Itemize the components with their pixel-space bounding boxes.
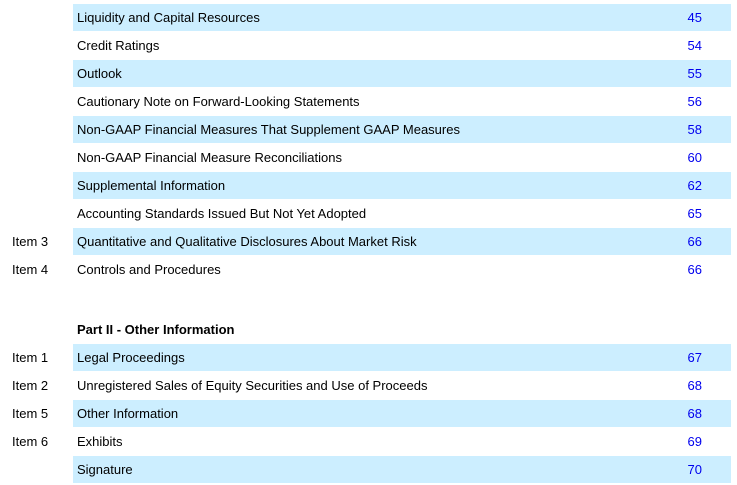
page-number-link[interactable]: 60 xyxy=(687,150,702,165)
item-number: Item 5 xyxy=(12,406,49,421)
toc-row: Item 4 Controls and Procedures 66 xyxy=(0,256,737,284)
toc-row: Non-GAAP Financial Measure Reconciliatio… xyxy=(0,144,737,172)
toc-row: Credit Ratings 54 xyxy=(0,32,737,60)
row-band xyxy=(73,428,731,455)
table-of-contents: Liquidity and Capital Resources 45 Credit … xyxy=(0,4,737,484)
toc-row: Signature 70 xyxy=(0,456,737,484)
part-2-title: Part II - Other Information xyxy=(77,322,235,337)
toc-entry-label[interactable]: Quantitative and Qualitative Disclosures… xyxy=(77,234,417,249)
part-2-heading-row: Part II - Other Information xyxy=(0,316,737,344)
page-number-link[interactable]: 55 xyxy=(687,66,702,81)
page-number-link[interactable]: 65 xyxy=(687,206,702,221)
toc-entry-label[interactable]: Controls and Procedures xyxy=(77,262,221,277)
toc-entry-label[interactable]: Credit Ratings xyxy=(77,38,160,53)
row-band xyxy=(73,4,731,31)
toc-row: Item 3 Quantitative and Qualitative Discl… xyxy=(0,228,737,256)
toc-row: Item 6 Exhibits 69 xyxy=(0,428,737,456)
page-number-link[interactable]: 58 xyxy=(687,122,702,137)
toc-row: Outlook 55 xyxy=(0,60,737,88)
page-number-link[interactable]: 45 xyxy=(687,10,702,25)
toc-row: Cautionary Note on Forward-Looking State… xyxy=(0,88,737,116)
toc-group-part-1: Liquidity and Capital Resources 45 Credit … xyxy=(0,4,737,284)
toc-entry-label[interactable]: Non-GAAP Financial Measure Reconciliatio… xyxy=(77,150,342,165)
item-number: Item 3 xyxy=(12,234,49,249)
page-number-link[interactable]: 69 xyxy=(687,434,702,449)
toc-entry-label[interactable]: Unregistered Sales of Equity Securities … xyxy=(77,378,428,393)
toc-row: Non-GAAP Financial Measures That Supplem… xyxy=(0,116,737,144)
toc-entry-label[interactable]: Signature xyxy=(77,462,133,477)
toc-row: Supplemental Information 62 xyxy=(0,172,737,200)
page-number-link[interactable]: 54 xyxy=(687,38,702,53)
item-number: Item 1 xyxy=(12,350,49,365)
toc-group-part-2: Item 1 Legal Proceedings 67 Item 2 Unregiste… xyxy=(0,344,737,484)
row-band xyxy=(73,60,731,87)
toc-entry-label[interactable]: Liquidity and Capital Resources xyxy=(77,10,260,25)
row-band xyxy=(73,228,731,255)
page-number-link[interactable]: 70 xyxy=(687,462,702,477)
toc-entry-label[interactable]: Other Information xyxy=(77,406,179,421)
row-band xyxy=(73,400,731,427)
toc-row: Accounting Standards Issued But Not Yet … xyxy=(0,200,737,228)
toc-entry-label[interactable]: Legal Proceedings xyxy=(77,350,185,365)
page-number-link[interactable]: 66 xyxy=(687,234,702,249)
toc-entry-label[interactable]: Cautionary Note on Forward-Looking State… xyxy=(77,94,360,109)
toc-entry-label[interactable]: Accounting Standards Issued But Not Yet … xyxy=(77,206,367,221)
item-number: Item 6 xyxy=(12,434,49,449)
row-band xyxy=(73,344,731,371)
toc-entry-label[interactable]: Non-GAAP Financial Measures That Supplem… xyxy=(77,122,460,137)
row-band xyxy=(73,32,731,59)
page-number-link[interactable]: 62 xyxy=(687,178,702,193)
row-band xyxy=(73,456,731,483)
page-number-link[interactable]: 68 xyxy=(687,378,702,393)
toc-row: Item 1 Legal Proceedings 67 xyxy=(0,344,737,372)
toc-row: Item 5 Other Information 68 xyxy=(0,400,737,428)
toc-row: Item 2 Unregistered Sales of Equity Secur… xyxy=(0,372,737,400)
row-band xyxy=(73,172,731,199)
toc-entry-label[interactable]: Supplemental Information xyxy=(77,178,226,193)
page-number-link[interactable]: 68 xyxy=(687,406,702,421)
section-spacer xyxy=(0,284,737,316)
page-number-link[interactable]: 66 xyxy=(687,262,702,277)
page-number-link[interactable]: 67 xyxy=(687,350,702,365)
toc-row: Liquidity and Capital Resources 45 xyxy=(0,4,737,32)
page-number-link[interactable]: 56 xyxy=(687,94,702,109)
item-number: Item 2 xyxy=(12,378,49,393)
toc-entry-label[interactable]: Exhibits xyxy=(77,434,123,449)
row-band xyxy=(73,116,731,143)
item-number: Item 4 xyxy=(12,262,49,277)
toc-entry-label[interactable]: Outlook xyxy=(77,66,122,81)
